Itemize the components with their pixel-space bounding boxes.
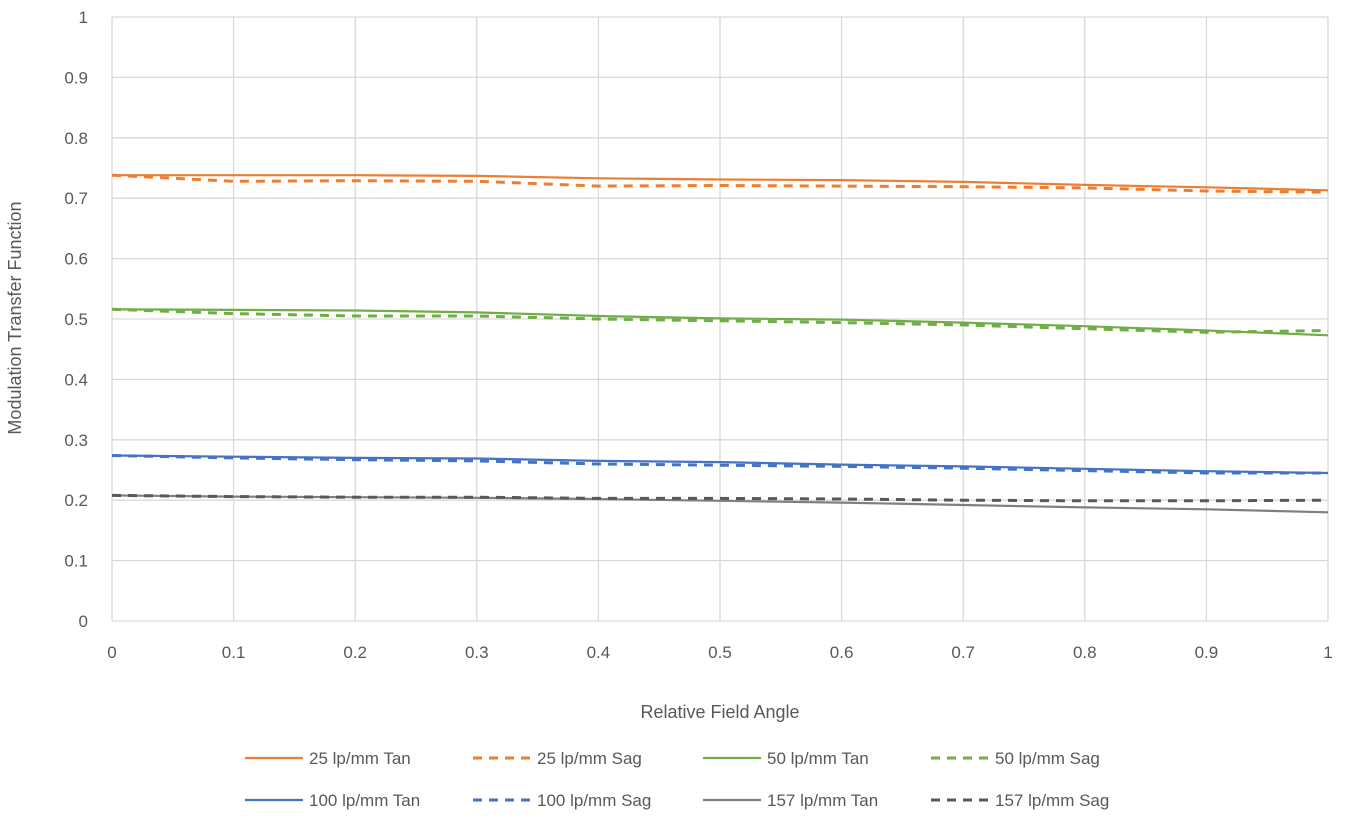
x-tick-label: 0.9 bbox=[1195, 643, 1219, 662]
series-line-157-lp-mm-tan bbox=[111, 494, 1329, 514]
series-line-25-lp-mm-sag bbox=[111, 173, 1329, 194]
x-axis-title: Relative Field Angle bbox=[640, 702, 799, 722]
y-tick-label: 0.4 bbox=[64, 370, 88, 389]
legend-label: 100 lp/mm Sag bbox=[537, 791, 651, 810]
y-tick-label: 0.5 bbox=[64, 310, 88, 329]
y-tick-label: 0.9 bbox=[64, 68, 88, 87]
series-line-157-lp-mm-sag bbox=[111, 493, 1329, 503]
legend-item: 50 lp/mm Tan bbox=[703, 749, 869, 768]
legend-item: 100 lp/mm Sag bbox=[473, 791, 651, 810]
y-axis-title: Modulation Transfer Function bbox=[5, 201, 25, 434]
legend-item: 25 lp/mm Sag bbox=[473, 749, 642, 768]
x-tick-label: 0.6 bbox=[830, 643, 854, 662]
legend-item: 50 lp/mm Sag bbox=[931, 749, 1100, 768]
series-line-50-lp-mm-sag bbox=[111, 307, 1329, 334]
y-tick-label: 1 bbox=[79, 8, 88, 27]
x-tick-labels: 0 0.1 0.2 0.3 0.4 0.5 0.6 0.7 0.8 0.9 1 bbox=[107, 643, 1332, 662]
series-line-100-lp-mm-sag bbox=[111, 454, 1328, 475]
legend-label: 100 lp/mm Tan bbox=[309, 791, 420, 810]
x-tick-label: 1 bbox=[1323, 643, 1332, 662]
y-tick-label: 0.7 bbox=[64, 189, 88, 208]
x-tick-label: 0.7 bbox=[951, 643, 975, 662]
x-tick-label: 0.5 bbox=[708, 643, 732, 662]
y-tick-label: 0 bbox=[79, 612, 88, 631]
legend: 25 lp/mm Tan 25 lp/mm Sag 50 lp/mm Tan 50 l… bbox=[245, 749, 1109, 810]
y-tick-label: 0.6 bbox=[64, 250, 88, 269]
legend-item: 25 lp/mm Tan bbox=[245, 749, 411, 768]
x-tick-label: 0.1 bbox=[222, 643, 246, 662]
y-tick-label: 0.1 bbox=[64, 552, 88, 571]
legend-label: 157 lp/mm Sag bbox=[995, 791, 1109, 810]
legend-item: 157 lp/mm Sag bbox=[931, 791, 1109, 810]
legend-item: 100 lp/mm Tan bbox=[245, 791, 420, 810]
x-tick-label: 0.4 bbox=[587, 643, 611, 662]
legend-label: 25 lp/mm Tan bbox=[309, 749, 411, 768]
series-line-25-lp-mm-tan bbox=[112, 174, 1329, 192]
y-tick-label: 0.3 bbox=[64, 431, 88, 450]
series-line-50-lp-mm-tan bbox=[111, 308, 1329, 337]
y-tick-label: 0.8 bbox=[64, 129, 88, 148]
series-line-100-lp-mm-tan bbox=[111, 454, 1329, 475]
y-tick-labels: 0 0.1 0.2 0.3 0.4 0.5 0.6 0.7 0.8 0.9 1 bbox=[64, 8, 88, 631]
x-tick-label: 0 bbox=[107, 643, 116, 662]
x-tick-label: 0.8 bbox=[1073, 643, 1097, 662]
y-tick-label: 0.2 bbox=[64, 491, 88, 510]
legend-label: 50 lp/mm Tan bbox=[767, 749, 869, 768]
series-lines bbox=[111, 173, 1329, 514]
legend-label: 25 lp/mm Sag bbox=[537, 749, 642, 768]
legend-item: 157 lp/mm Tan bbox=[703, 791, 878, 810]
x-tick-label: 0.2 bbox=[343, 643, 367, 662]
legend-label: 157 lp/mm Tan bbox=[767, 791, 878, 810]
x-tick-label: 0.3 bbox=[465, 643, 489, 662]
legend-label: 50 lp/mm Sag bbox=[995, 749, 1100, 768]
